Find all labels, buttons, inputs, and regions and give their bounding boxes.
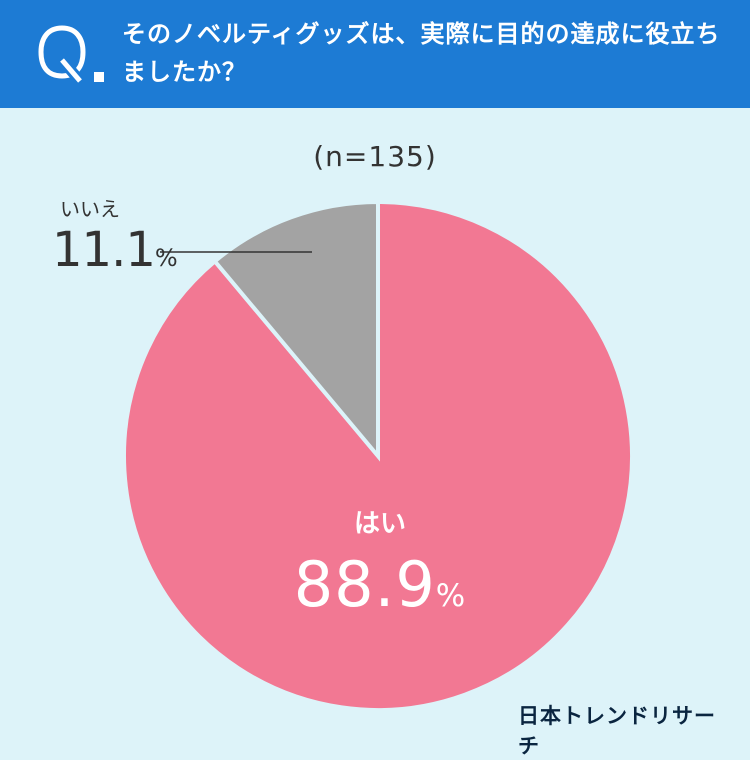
q-mark-icon — [36, 24, 88, 85]
slice-label-yes-name: はい — [353, 509, 406, 539]
slice-yes-value-unit: % — [435, 578, 467, 614]
sample-size-label: (n=135) — [313, 140, 437, 173]
q-dot — [94, 72, 104, 82]
slice-no-value-unit: % — [154, 244, 178, 272]
pie-slice-no — [212, 199, 380, 462]
slice-yes-value-number: 88.9 — [293, 548, 436, 621]
slice-no-value-number: 11.1 — [52, 222, 156, 278]
slice-label-no-name: いいえ — [60, 197, 120, 221]
question-header: そのノベルティグッズは、実際に目的の達成に役立ちましたか？ — [0, 0, 750, 108]
slice-label-no-value: 11.1% — [52, 222, 192, 278]
slice-label-yes-value: 88.9% — [260, 548, 500, 621]
question-text: そのノベルティグッズは、実際に目的の達成に役立ちましたか？ — [122, 20, 721, 86]
brand-logo: 日本トレンドリサーチ — [518, 704, 716, 758]
